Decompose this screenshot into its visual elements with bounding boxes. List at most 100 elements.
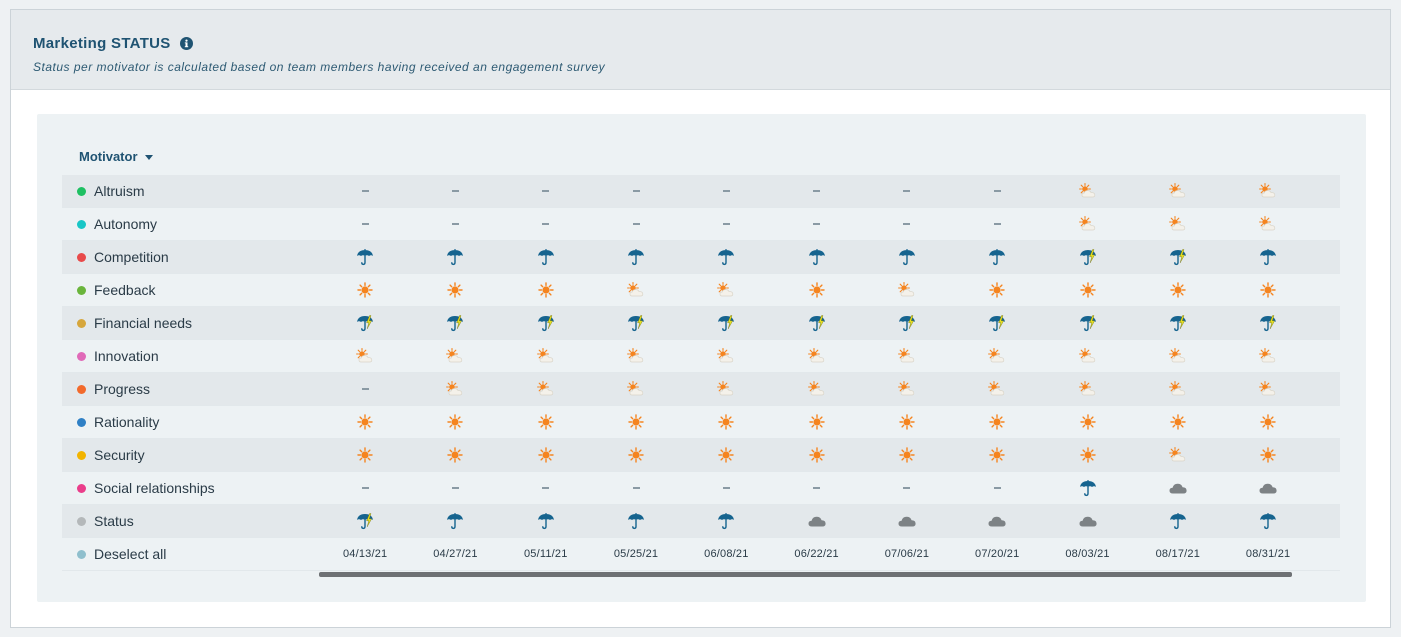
partly-sunny-icon: [356, 348, 374, 364]
motivator-toggle[interactable]: Financial needs: [62, 315, 320, 331]
sunny-icon: [1260, 282, 1276, 298]
legend-dot: [77, 219, 86, 229]
motivator-toggle[interactable]: Altruism: [62, 183, 320, 199]
motivator-label: Progress: [94, 381, 151, 397]
deselect-all-button[interactable]: Deselect all: [62, 546, 320, 562]
motivator-toggle[interactable]: Feedback: [62, 282, 320, 298]
status-cell: [410, 307, 500, 339]
umbrella-rain-icon: [1079, 479, 1097, 497]
status-cell: [501, 208, 591, 240]
no-data-dash: [542, 487, 550, 489]
motivator-toggle[interactable]: Security: [62, 447, 320, 463]
umbrella-storm-icon: [537, 314, 555, 332]
legend-dot: [77, 483, 86, 493]
status-cell: [1133, 472, 1223, 504]
motivator-toggle[interactable]: Competition: [62, 249, 320, 265]
status-table: Altruism Autonomy Competition Feedback Finan…: [62, 175, 1340, 571]
motivator-label: Altruism: [94, 183, 145, 199]
no-data-dash: [903, 190, 911, 192]
status-cell: [501, 340, 591, 372]
status-cell: [681, 307, 771, 339]
umbrella-rain-icon: [537, 512, 555, 530]
status-cell: [862, 439, 952, 471]
motivator-toggle[interactable]: Progress: [62, 381, 320, 397]
status-cell: [591, 241, 681, 273]
partly-sunny-icon: [446, 381, 464, 397]
motivator-toggle[interactable]: Innovation: [62, 348, 320, 364]
umbrella-rain-icon: [898, 248, 916, 266]
status-cell: [1133, 439, 1223, 471]
date-label: 06/22/21: [794, 548, 839, 560]
status-cell: [952, 439, 1042, 471]
status-cell: [681, 208, 771, 240]
status-cell: [952, 241, 1042, 273]
status-cell: [952, 175, 1042, 207]
sunny-icon: [1260, 414, 1276, 430]
partly-sunny-icon: [1259, 183, 1277, 199]
partly-sunny-icon: [897, 348, 916, 364]
status-cell: [862, 307, 952, 339]
umbrella-storm-icon: [1169, 248, 1187, 266]
partly-sunny-icon: [1168, 447, 1187, 463]
motivator-label: Rationality: [94, 414, 160, 430]
status-cell: [681, 472, 771, 504]
table-row: Financial needs: [62, 307, 1340, 340]
no-data-dash: [542, 223, 550, 225]
horizontal-scrollbar[interactable]: [319, 572, 1292, 577]
status-cell: [952, 406, 1042, 438]
sunny-icon: [1260, 447, 1276, 463]
partly-sunny-icon: [717, 282, 735, 298]
status-cell: [681, 406, 771, 438]
status-cell: [771, 274, 861, 306]
sunny-icon: [808, 447, 825, 463]
motivator-toggle[interactable]: Social relationships: [62, 480, 320, 496]
no-data-dash: [451, 223, 459, 225]
umbrella-storm-icon: [1079, 248, 1097, 266]
marketing-status-panel: Marketing STATUS Status per motivator is…: [10, 9, 1391, 628]
status-cell: [591, 175, 681, 207]
status-cell: [1133, 274, 1223, 306]
no-data-dash: [451, 190, 459, 192]
table-row: Feedback: [62, 274, 1340, 307]
partly-sunny-icon: [717, 348, 735, 364]
status-cell: [952, 373, 1042, 405]
sunny-icon: [718, 414, 735, 430]
status-cell: [1223, 340, 1313, 372]
no-data-dash: [993, 190, 1001, 192]
status-cell: [681, 340, 771, 372]
status-cell: [501, 241, 591, 273]
date-cell: 07/06/21: [862, 538, 952, 570]
status-cell: [501, 373, 591, 405]
umbrella-rain-icon: [1169, 512, 1187, 530]
status-cell: [681, 241, 771, 273]
partly-sunny-icon: [1078, 348, 1097, 364]
sunny-icon: [1079, 447, 1096, 463]
motivator-sort-dropdown[interactable]: Motivator: [79, 149, 153, 164]
no-data-dash: [993, 223, 1001, 225]
status-cell: [862, 505, 952, 537]
umbrella-rain-icon: [627, 512, 645, 530]
status-cell: [501, 472, 591, 504]
motivator-label: Autonomy: [94, 216, 158, 232]
umbrella-storm-icon: [627, 314, 645, 332]
motivator-toggle[interactable]: Rationality: [62, 414, 320, 430]
status-cell: [501, 406, 591, 438]
partly-sunny-icon: [717, 381, 735, 397]
partly-sunny-icon: [1168, 381, 1187, 397]
partly-sunny-icon: [536, 348, 555, 364]
status-cell: [320, 340, 410, 372]
sunny-icon: [447, 447, 464, 463]
status-cell: [952, 340, 1042, 372]
motivator-toggle[interactable]: Autonomy: [62, 216, 320, 232]
status-cell: [1133, 340, 1223, 372]
table-row: Status: [62, 505, 1340, 538]
sunny-icon: [1170, 414, 1186, 430]
no-data-dash: [542, 190, 550, 192]
status-cell: [320, 307, 410, 339]
motivator-toggle[interactable]: Status: [62, 513, 320, 529]
status-cell: [681, 505, 771, 537]
date-label: 04/27/21: [433, 548, 478, 560]
no-data-dash: [361, 223, 369, 225]
info-icon[interactable]: [179, 36, 193, 50]
no-data-dash: [722, 223, 730, 225]
